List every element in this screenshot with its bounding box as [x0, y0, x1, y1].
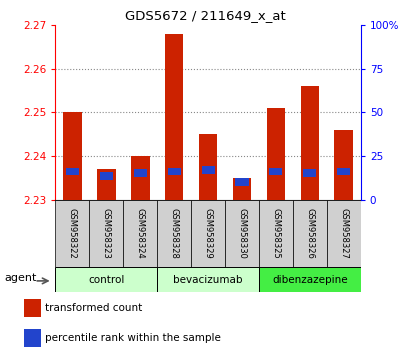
Bar: [303, 169, 316, 177]
Bar: [89, 200, 123, 267]
Bar: [232, 178, 251, 200]
Bar: [198, 134, 217, 200]
Bar: [300, 86, 319, 200]
Bar: [258, 267, 360, 292]
Text: GSM958330: GSM958330: [237, 208, 246, 259]
Bar: [337, 167, 350, 176]
Bar: [133, 169, 146, 177]
Text: GDS5672 / 211649_x_at: GDS5672 / 211649_x_at: [124, 9, 285, 22]
Bar: [65, 167, 79, 176]
Text: bevacizumab: bevacizumab: [173, 275, 242, 285]
Bar: [97, 169, 115, 200]
Bar: [326, 200, 360, 267]
Bar: [164, 34, 183, 200]
Text: GSM958324: GSM958324: [135, 208, 144, 259]
Bar: [292, 200, 326, 267]
Text: GSM958323: GSM958323: [101, 208, 110, 259]
Text: GSM958327: GSM958327: [339, 208, 348, 259]
Text: GSM958326: GSM958326: [305, 208, 314, 259]
Bar: [334, 130, 352, 200]
Bar: [130, 156, 149, 200]
Bar: [191, 200, 225, 267]
Text: percentile rank within the sample: percentile rank within the sample: [45, 333, 220, 343]
Bar: [258, 200, 292, 267]
Bar: [99, 172, 112, 180]
Bar: [266, 108, 285, 200]
Text: agent: agent: [4, 273, 37, 284]
Bar: [201, 166, 214, 174]
Bar: [157, 267, 258, 292]
Bar: [123, 200, 157, 267]
Text: GSM958328: GSM958328: [169, 208, 178, 259]
Bar: [55, 200, 89, 267]
Text: GSM958329: GSM958329: [203, 208, 212, 259]
Bar: [24, 329, 41, 347]
Text: dibenzazepine: dibenzazepine: [272, 275, 347, 285]
Bar: [157, 200, 191, 267]
Text: GSM958322: GSM958322: [67, 208, 76, 259]
Bar: [167, 167, 180, 176]
Bar: [63, 113, 81, 200]
Bar: [269, 167, 282, 176]
Bar: [24, 299, 41, 317]
Text: GSM958325: GSM958325: [271, 208, 280, 259]
Text: transformed count: transformed count: [45, 303, 142, 313]
Bar: [235, 178, 248, 185]
Bar: [55, 267, 157, 292]
Text: control: control: [88, 275, 124, 285]
Bar: [225, 200, 258, 267]
